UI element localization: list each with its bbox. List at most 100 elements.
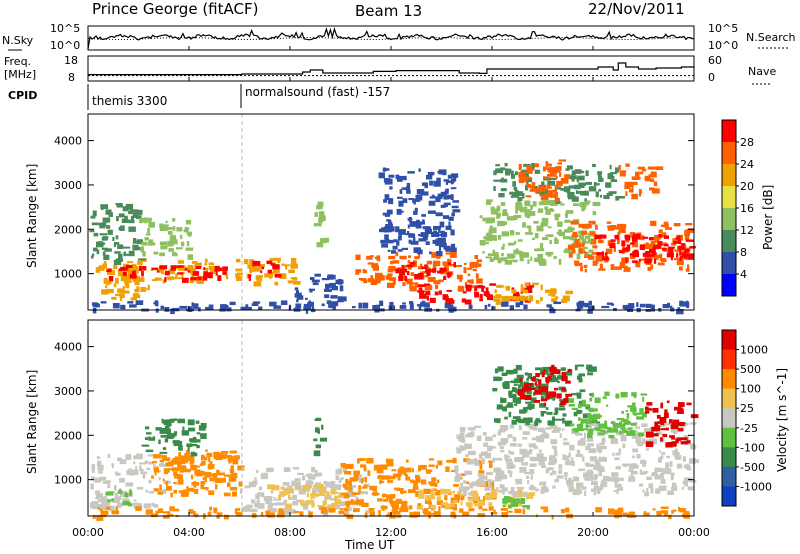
scatter-cell <box>458 435 464 441</box>
scatter-cell <box>443 202 451 206</box>
scatter-cell <box>204 263 208 266</box>
scatter-cell <box>229 450 237 454</box>
scatter-cell <box>424 508 429 513</box>
scatter-cell <box>538 258 546 265</box>
velocity-colorbar-tick-label: 1000 <box>740 344 768 357</box>
scatter-cell <box>205 449 208 452</box>
scatter-cell <box>522 505 530 508</box>
scatter-cell <box>389 475 396 480</box>
scatter-cell <box>483 442 489 447</box>
scatter-cell <box>577 191 582 194</box>
scatter-cell <box>525 184 529 191</box>
velocity-colorbar-label: Velocity [m s^-1] <box>775 368 789 472</box>
scatter-cell <box>308 511 313 518</box>
freq-label-2: [MHz] <box>4 68 36 81</box>
scatter-cell <box>132 244 138 251</box>
scatter-cell <box>338 296 347 302</box>
scatter-cell <box>178 452 182 457</box>
scatter-cell <box>241 467 245 471</box>
scatter-cell <box>639 408 644 414</box>
scatter-cell <box>388 220 392 225</box>
scatter-cell <box>416 506 422 510</box>
scatter-cell <box>118 204 123 208</box>
scatter-cell <box>98 470 103 474</box>
scatter-cell <box>493 509 496 513</box>
scatter-cell <box>591 366 597 372</box>
scatter-cell <box>568 175 577 180</box>
scatter-cell <box>636 302 639 307</box>
scatter-cell <box>480 480 486 486</box>
scatter-cell <box>497 366 504 372</box>
scatter-cell <box>526 450 532 455</box>
scatter-cell <box>165 480 169 486</box>
scatter-cell <box>502 406 507 412</box>
scatter-cell <box>162 279 166 284</box>
scatter-cell <box>192 444 198 447</box>
scatter-cell <box>658 233 662 238</box>
scatter-cell <box>628 303 635 309</box>
scatter-cell <box>513 254 516 258</box>
scatter-cell <box>388 305 396 310</box>
scatter-cell <box>105 500 108 503</box>
scatter-cell <box>610 179 618 182</box>
scatter-cell <box>382 493 387 498</box>
scatter-cell <box>501 372 508 376</box>
scatter-cell <box>308 473 312 477</box>
scatter-cell <box>581 399 586 405</box>
velocity-heatmap <box>89 320 699 521</box>
scatter-cell <box>180 492 189 497</box>
scatter-cell <box>229 301 236 306</box>
scatter-cell <box>553 427 561 431</box>
scatter-cell <box>500 178 508 183</box>
scatter-cell <box>168 269 175 275</box>
scatter-cell <box>563 441 570 446</box>
scatter-cell <box>599 442 605 446</box>
scatter-cell <box>446 289 452 292</box>
scatter-cell <box>476 278 483 284</box>
scatter-cell <box>163 471 169 475</box>
scatter-cell <box>379 480 385 483</box>
scatter-cell <box>601 251 604 258</box>
scatter-cell <box>119 293 125 298</box>
scatter-cell <box>368 508 375 511</box>
scatter-cell <box>654 234 662 240</box>
colorbar-segment <box>722 486 736 507</box>
scatter-cell <box>440 191 447 197</box>
scatter-cell <box>615 466 621 470</box>
scatter-cell <box>591 252 599 255</box>
scatter-cell <box>665 427 669 431</box>
scatter-cell <box>406 271 410 276</box>
scatter-cell <box>392 260 400 264</box>
scatter-cell <box>530 204 533 210</box>
scatter-cell <box>147 228 150 234</box>
scatter-patch <box>518 159 570 203</box>
scatter-cell <box>190 267 195 273</box>
scatter-cell <box>610 239 616 242</box>
scatter-cell <box>128 210 134 215</box>
scatter-cell <box>497 257 502 264</box>
scatter-cell <box>661 475 664 479</box>
scatter-cell <box>536 458 543 462</box>
scatter-cell <box>538 373 541 377</box>
scatter-cell <box>130 503 137 506</box>
scatter-cell <box>476 435 482 441</box>
scatter-cell <box>428 481 436 485</box>
time-axis: 00:00 04:00 08:00 12:00 16:00 20:00 00:00 <box>72 46 710 539</box>
scatter-cell <box>109 505 115 512</box>
scatter-cell <box>113 242 120 245</box>
scatter-patch <box>141 418 207 457</box>
scatter-cell <box>686 440 691 444</box>
scatter-cell <box>610 264 615 270</box>
scatter-cell <box>633 412 642 415</box>
scatter-cell <box>565 393 572 397</box>
scatter-cell <box>179 455 187 461</box>
scatter-cell <box>588 438 594 442</box>
scatter-cell <box>650 304 655 309</box>
scatter-cell <box>107 484 111 489</box>
scatter-cell <box>173 481 177 485</box>
scatter-cell <box>662 232 667 238</box>
sky-right-tick-top: 10^5 <box>708 22 738 35</box>
scatter-cell <box>358 485 362 490</box>
scatter-cell <box>587 309 593 314</box>
scatter-cell <box>197 280 204 284</box>
